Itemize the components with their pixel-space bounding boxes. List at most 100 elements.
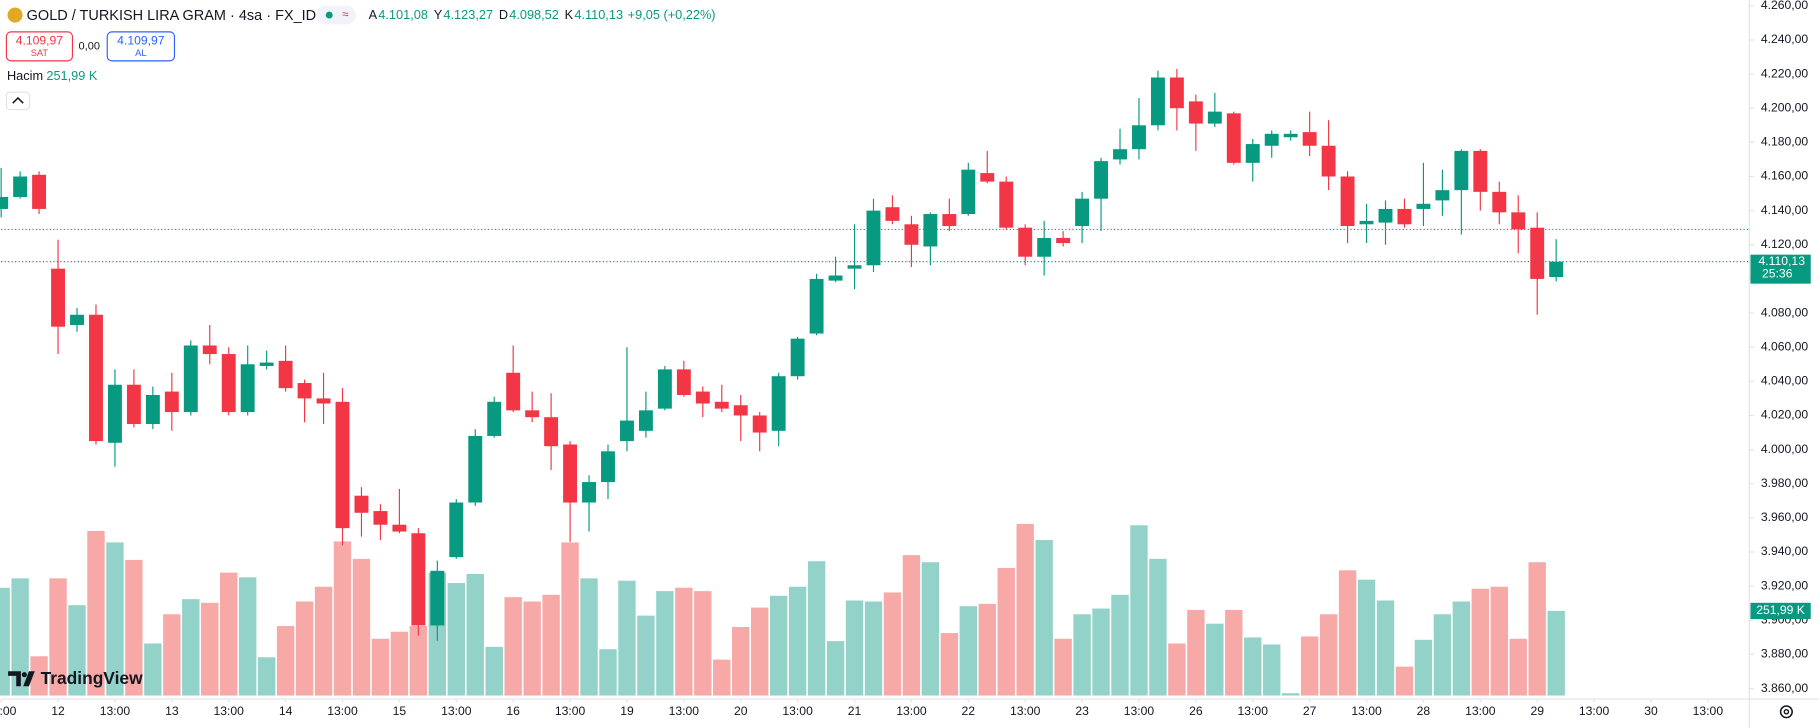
- x-tick-label: 22: [962, 704, 976, 718]
- volume-bar: [1338, 570, 1357, 696]
- settings-icon[interactable]: [1779, 705, 1793, 719]
- x-tick-label: 13:00: [669, 704, 700, 718]
- sell-label: SAT: [31, 48, 49, 58]
- x-tick-label: 16: [506, 704, 520, 718]
- x-tick-label: 19: [620, 704, 634, 718]
- candle-body: [847, 265, 862, 269]
- volume-bar: [201, 602, 219, 696]
- candle-body: [1075, 198, 1090, 226]
- y-tick-label: 4.140,00: [1761, 203, 1809, 217]
- volume-bar: [1111, 594, 1129, 696]
- candle-body: [1132, 125, 1146, 150]
- collapse-button[interactable]: [5, 91, 31, 111]
- candle-body: [1473, 150, 1488, 192]
- volume-bar: [125, 559, 143, 696]
- volume-bar: [1092, 608, 1110, 696]
- candle-body: [1416, 203, 1431, 209]
- candle-body: [1283, 133, 1298, 138]
- y-tick-label: 3.960,00: [1761, 510, 1809, 524]
- volume-bar: [106, 542, 124, 696]
- spread: 0,00: [79, 40, 100, 52]
- volume-bar: [504, 597, 522, 696]
- candle-body: [183, 345, 198, 413]
- candle-body: [620, 420, 634, 442]
- x-tick-label: 13:00: [896, 704, 927, 718]
- volume-bar: [11, 578, 29, 696]
- y-tick-label: 4.120,00: [1761, 237, 1809, 251]
- y-tick-label: 4.260,00: [1761, 0, 1809, 12]
- volume-bar: [864, 601, 883, 696]
- brand-logo-dot: [21, 672, 27, 678]
- y-tick-label: 3.940,00: [1761, 544, 1809, 558]
- candle-body: [1207, 111, 1222, 124]
- y-tick-label: 3.880,00: [1761, 647, 1809, 661]
- chart-title: GOLD / TURKISH LIRA GRAM · 4sa · FX_IDC: [27, 8, 327, 24]
- volume-bar: [314, 586, 333, 696]
- status-pill[interactable]: [316, 5, 356, 25]
- candle-body: [790, 338, 805, 377]
- candle-body: [1511, 212, 1526, 230]
- candle-body: [164, 391, 179, 413]
- y-tick-label: 3.920,00: [1761, 578, 1809, 592]
- volume-bar: [1206, 623, 1224, 696]
- y-tick-label: 4.060,00: [1761, 339, 1809, 353]
- candle-body: [752, 415, 767, 433]
- candle-body: [1150, 77, 1165, 126]
- candle-body: [0, 196, 9, 209]
- volume-bar: [1016, 523, 1034, 696]
- volume-bar: [1035, 540, 1053, 696]
- y-tick-label: 4.220,00: [1761, 66, 1809, 80]
- candle-body: [1321, 145, 1336, 177]
- buy-button[interactable]: [106, 31, 176, 62]
- x-tick-label: 13:00: [1465, 704, 1496, 718]
- candle-body: [221, 354, 236, 413]
- volume-bar: [769, 595, 788, 696]
- buy-price: 4.109,97: [117, 33, 165, 47]
- candle-body: [70, 314, 84, 326]
- volume-bar: [1547, 610, 1565, 696]
- x-tick-label: 13:00: [555, 704, 586, 718]
- candle-body: [676, 369, 691, 395]
- candle-body: [657, 369, 672, 409]
- legend-value: 4.101,08: [378, 8, 428, 23]
- x-tick-label: 13:00: [100, 704, 131, 718]
- volume-bar: [940, 633, 959, 696]
- candle-body: [1435, 190, 1450, 201]
- candle-body: [771, 376, 786, 431]
- volume-bar: [599, 649, 617, 696]
- y-tick-label: 4.080,00: [1761, 305, 1809, 319]
- candle-body: [1113, 149, 1127, 160]
- x-tick-label: 13:00: [214, 704, 245, 718]
- sell-button[interactable]: [5, 31, 74, 62]
- y-tick-label: 4.000,00: [1761, 442, 1809, 456]
- candle-body: [1094, 161, 1109, 199]
- candle-body: [1359, 220, 1374, 225]
- candle-body: [145, 394, 160, 425]
- chevron-icon: [12, 96, 24, 104]
- candle-body: [506, 372, 521, 411]
- candle-body: [411, 533, 426, 626]
- volume-bar: [542, 594, 560, 696]
- brand-logo: [8, 671, 35, 687]
- volume-bar: [1471, 588, 1490, 696]
- volume-bar: [1414, 639, 1433, 696]
- volume-bar: [238, 577, 257, 696]
- volume-pane: [0, 523, 1565, 696]
- volume-bar: [352, 558, 371, 696]
- volume-bar: [87, 530, 105, 696]
- candle-body: [885, 207, 900, 221]
- candle-body: [544, 417, 559, 447]
- volume-bar: [1149, 558, 1167, 696]
- candle-body: [1018, 227, 1033, 257]
- candle-body: [809, 278, 824, 334]
- x-tick-label: 30: [1644, 704, 1658, 718]
- volume-bar: [997, 567, 1015, 696]
- volume-bar: [371, 638, 390, 696]
- volume-bar: [656, 591, 674, 696]
- symbol-icon: [7, 7, 23, 23]
- candle-body: [51, 268, 66, 327]
- x-tick-label: 13:00: [441, 704, 472, 718]
- ohlc-legend: A4.101,08 Y4.123,27 D4.098,52 K4.110,13 +9,0…: [369, 8, 716, 23]
- volume-bar: [163, 614, 181, 696]
